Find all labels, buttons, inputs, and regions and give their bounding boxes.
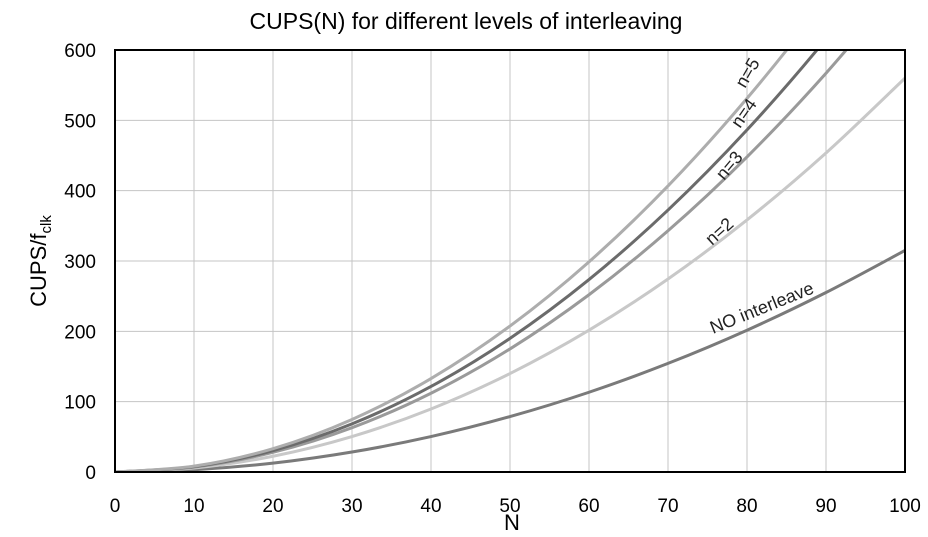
x-tick-label: 60 <box>578 496 599 517</box>
series-line-0 <box>115 249 905 472</box>
x-tick-label: 90 <box>815 496 836 517</box>
x-tick-label: 30 <box>341 496 362 517</box>
y-tick-label: 100 <box>64 393 96 414</box>
x-tick-label: 100 <box>889 496 921 517</box>
x-tick-label: 10 <box>183 496 204 517</box>
y-tick-label: 200 <box>64 322 96 343</box>
series-line-3 <box>115 50 819 472</box>
label-no-interleave: NO interleave <box>707 278 817 338</box>
y-tick-label: 400 <box>64 182 96 203</box>
grid <box>114 49 906 473</box>
x-tick-label: 50 <box>499 496 520 517</box>
x-tick-label: 20 <box>262 496 283 517</box>
chart-title: CUPS(N) for different levels of interlea… <box>250 8 683 34</box>
series-line-1 <box>115 77 905 472</box>
plot-frame <box>114 49 906 473</box>
y-tick-label: 500 <box>64 111 96 132</box>
x-tick-label: 0 <box>110 496 121 517</box>
y-axis-label: CUPS/fclk <box>26 215 55 307</box>
y-tick-label: 0 <box>85 463 96 484</box>
y-tick-label: 300 <box>64 252 96 273</box>
tick-labels: 0 10 20 30 40 50 60 70 80 90 100 0 100 200 300 400 500 60… <box>64 41 921 517</box>
label-n3: n=3 <box>712 147 747 183</box>
x-tick-label: 70 <box>657 496 678 517</box>
y-tick-label: 600 <box>64 41 96 62</box>
series-line-2 <box>115 50 849 472</box>
x-tick-label: 80 <box>736 496 757 517</box>
label-n4: n=4 <box>727 95 761 131</box>
x-tick-label: 40 <box>420 496 441 517</box>
y-axis-label-subscript: clk <box>38 215 55 234</box>
x-axis-label: N <box>504 510 520 535</box>
label-n2: n=2 <box>701 214 737 249</box>
y-axis-label-main: CUPS/f <box>26 233 51 307</box>
